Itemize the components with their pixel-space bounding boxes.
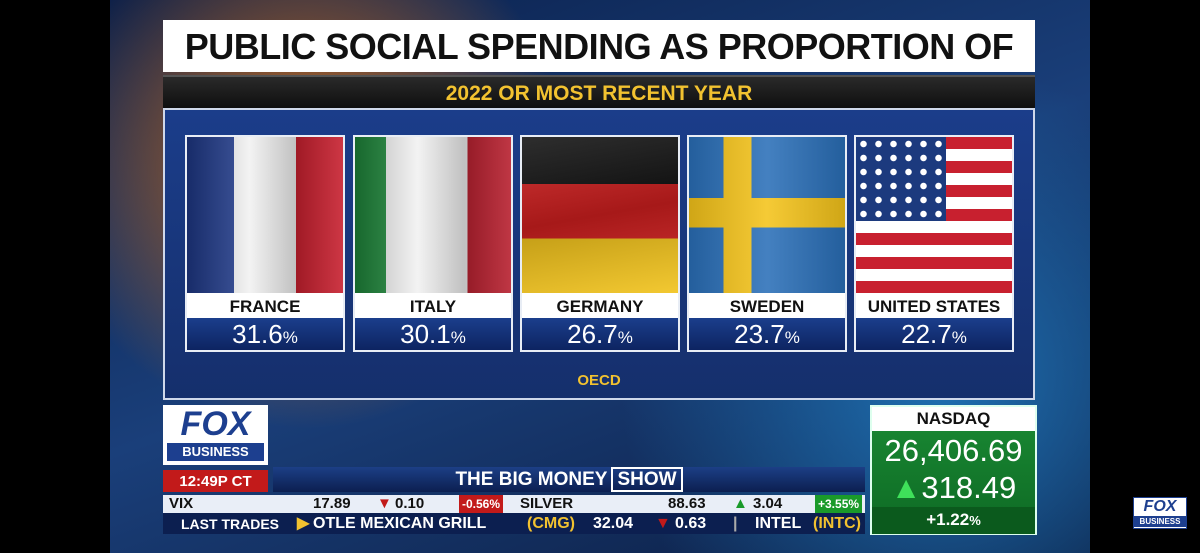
country-card: GERMANY 26.7% <box>520 135 680 352</box>
flag-canton <box>856 137 946 221</box>
ticker-change: 0.10 <box>395 495 425 512</box>
value-number: 23.7 <box>734 319 785 349</box>
index-value: 26,406.69 <box>884 433 1023 468</box>
logo-top: FOX <box>180 405 251 443</box>
ticker-label: LAST TRADES <box>181 516 279 532</box>
value-unit: % <box>450 328 466 347</box>
ticker-symbol: VIX <box>169 495 194 512</box>
ticker-name: OTLE MEXICAN GRILL <box>313 515 487 532</box>
index-percent-unit: % <box>969 513 981 528</box>
value-unit: % <box>617 328 633 347</box>
show-highlight: SHOW <box>611 467 683 492</box>
separator: | <box>733 515 738 532</box>
down-arrow: ▼ <box>377 495 392 512</box>
index-change-value: 318.49 <box>921 470 1017 505</box>
show-title: THE BIG MONEY SHOW <box>273 467 865 492</box>
logo-bottom: BUSINESS <box>167 443 264 461</box>
index-label: NASDAQ <box>872 407 1035 431</box>
value-unit: % <box>784 328 800 347</box>
index-box: NASDAQ 26,406.69 ▲318.49 +1.22% <box>870 405 1037 535</box>
value-unit: % <box>951 328 967 347</box>
value-number: 31.6 <box>232 319 283 349</box>
ticker-change: 3.04 <box>753 495 783 512</box>
country-value: 23.7% <box>689 318 845 350</box>
ticker-row: LAST TRADES ▶ OTLE MEXICAN GRILL (CMG) 3… <box>163 513 865 534</box>
ticker-name: INTEL <box>755 515 802 532</box>
corner-logo-top: FOX <box>1143 498 1177 515</box>
ticker-symbol: SILVER <box>520 495 574 512</box>
ticker-symbol: (INTC) <box>813 515 861 532</box>
country-name: FRANCE <box>187 293 343 318</box>
ticker-percent: -0.56% <box>459 495 504 513</box>
country-name: UNITED STATES <box>856 293 1012 318</box>
country-card: FRANCE 31.6% <box>185 135 345 352</box>
up-arrow: ▲ <box>733 495 748 512</box>
country-card: SWEDEN 23.7% <box>687 135 847 352</box>
ticker-arrow: ▶ <box>297 515 310 532</box>
ticker-symbol: (CMG) <box>527 515 575 532</box>
flag-image <box>355 137 511 293</box>
graphic-title: PUBLIC SOCIAL SPENDING AS PROPORTION OF … <box>163 20 1035 121</box>
country-value: 22.7% <box>856 318 1012 350</box>
source: OECD <box>577 372 621 389</box>
index-percent: +1.22% <box>872 507 1035 534</box>
value-unit: % <box>282 328 298 347</box>
corner-logo-bottom: BUSINESS <box>1134 516 1186 527</box>
country-name: GERMANY <box>522 293 678 318</box>
country-name: SWEDEN <box>689 293 845 318</box>
value-number: 26.7 <box>567 319 618 349</box>
value-number: 22.7 <box>901 319 952 349</box>
graphic-subtitle: 2022 OR MOST RECENT YEAR <box>163 75 1035 109</box>
country-card: ITALY 30.1% <box>353 135 513 352</box>
ticker-value: 17.89 <box>313 495 351 512</box>
ticker-percent: +3.55% <box>815 495 863 513</box>
clock: 12:49P CT <box>163 470 268 492</box>
country-value: 26.7% <box>522 318 678 350</box>
up-arrow: ▲ <box>890 470 922 505</box>
show-prefix: THE BIG MONEY <box>455 469 608 490</box>
flag-image <box>187 137 343 293</box>
flag-image <box>522 137 678 293</box>
down-arrow: ▼ <box>655 515 671 532</box>
country-name: ITALY <box>355 293 511 318</box>
network-logo: FOX BUSINESS <box>163 405 268 465</box>
flag-image <box>689 137 845 293</box>
ticker-row: VIX 17.89 ▼ 0.10 -0.56% SILVER 88.63 ▲ 3… <box>163 495 865 513</box>
index-change: ▲318.49 <box>872 471 1035 505</box>
ticker-change: 0.63 <box>675 515 707 532</box>
value-number: 30.1 <box>400 319 451 349</box>
country-card: UNITED STATES 22.7% <box>854 135 1014 352</box>
corner-logo: FOX BUSINESS <box>1133 497 1187 529</box>
index-percent-value: +1.22 <box>926 510 970 529</box>
country-value: 31.6% <box>187 318 343 350</box>
country-value: 30.1% <box>355 318 511 350</box>
ticker-value: 88.63 <box>668 495 706 512</box>
ticker-price: 32.04 <box>593 515 634 532</box>
flag-image <box>856 137 1012 293</box>
